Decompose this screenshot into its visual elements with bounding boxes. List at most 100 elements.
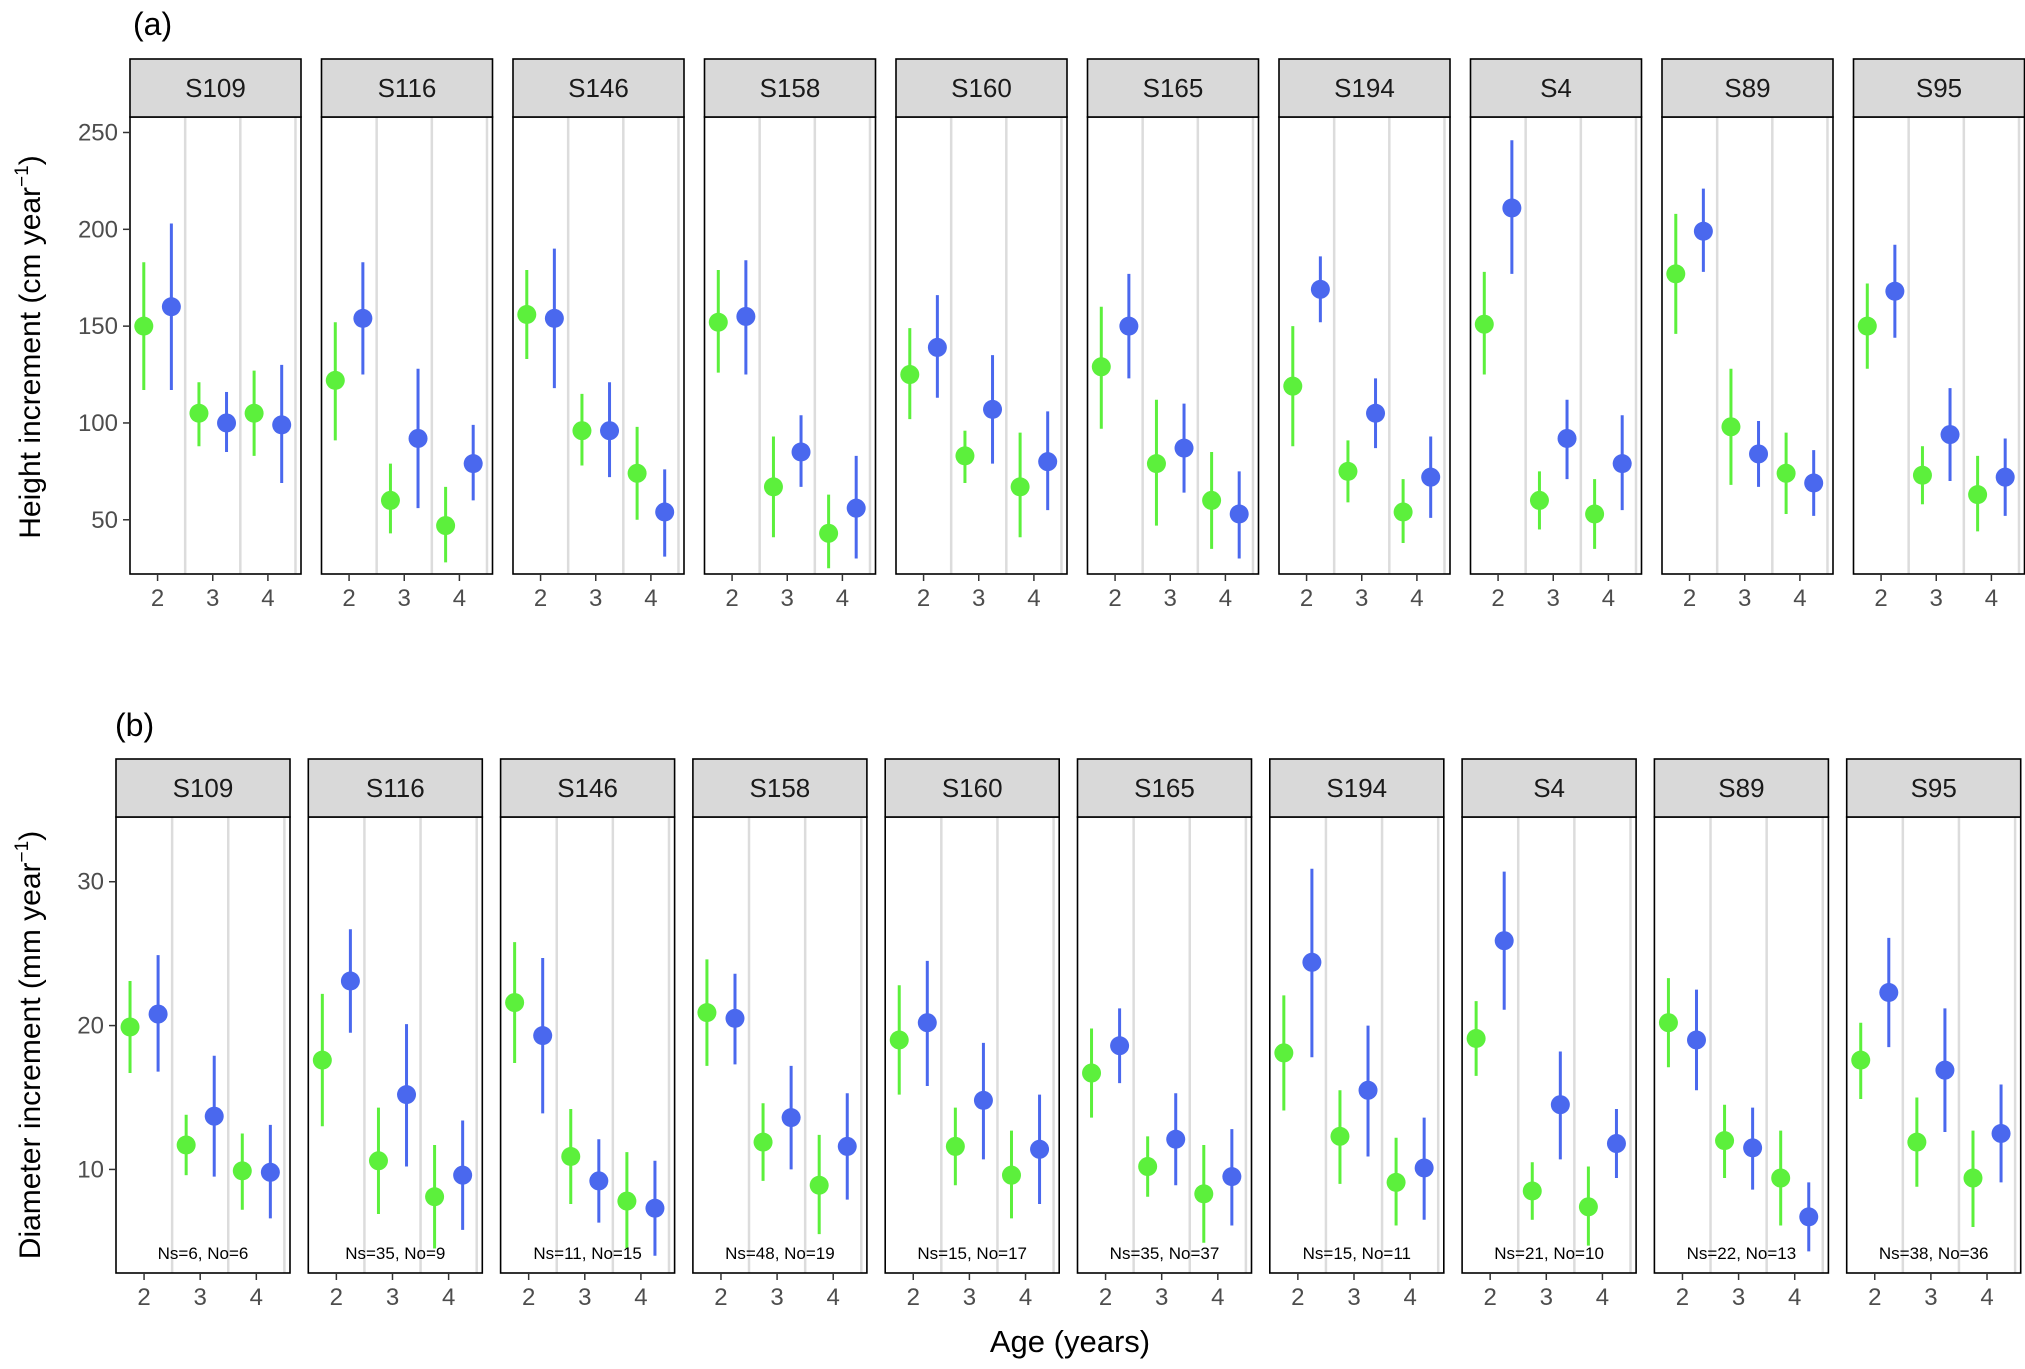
- facet-s4: S4 2 3 4 Ns=21, No=10: [1461, 758, 1637, 1311]
- facet-background: [321, 117, 493, 574]
- point-green: [325, 370, 345, 390]
- facet-strip-label: S165: [1143, 73, 1204, 103]
- x-tick-label: 3: [1155, 1284, 1168, 1311]
- facet-strip-label: S89: [1724, 73, 1770, 103]
- point-blue: [1804, 473, 1824, 493]
- point-green: [697, 1003, 717, 1023]
- facet-strip: [499, 758, 676, 818]
- point-blue: [1119, 316, 1139, 336]
- x-tick-label: 3: [194, 1284, 207, 1311]
- point-blue: [1166, 1129, 1186, 1149]
- x-tick-label: 3: [1732, 1284, 1745, 1311]
- point-green: [1715, 1131, 1735, 1151]
- point-blue: [983, 399, 1003, 419]
- point-green: [505, 993, 525, 1013]
- x-tick-label: 2: [1868, 1284, 1881, 1311]
- facet-strip-label: S116: [378, 73, 437, 103]
- facet-strip-label: S146: [568, 73, 629, 103]
- sample-size-annotation: Ns=35, No=37: [1110, 1244, 1220, 1263]
- facet-background: [1662, 117, 1833, 574]
- x-tick-label: 3: [1738, 585, 1751, 612]
- point-green: [1857, 316, 1877, 336]
- point-green: [244, 403, 264, 423]
- point-blue: [1358, 1080, 1378, 1100]
- facet-s95: S95 2 3 4 Ns=38, No=36: [1845, 758, 2022, 1311]
- point-blue: [1612, 454, 1632, 474]
- facet-strip-label: S95: [1916, 73, 1962, 103]
- point-green: [425, 1187, 445, 1207]
- point-blue: [1935, 1060, 1955, 1080]
- x-tick-label: 3: [1930, 585, 1943, 612]
- facet-strip-label: S109: [185, 73, 246, 103]
- facet-strip: [307, 758, 484, 818]
- x-tick-label: 2: [907, 1284, 920, 1311]
- x-tick-label: 2: [1676, 1284, 1689, 1311]
- x-tick-label: 4: [1410, 585, 1423, 612]
- x-tick-label: 2: [1099, 1284, 1112, 1311]
- x-tick-label: 2: [534, 585, 547, 612]
- point-green: [561, 1146, 581, 1166]
- point-blue: [1799, 1207, 1819, 1227]
- x-tick-label: 4: [644, 585, 657, 612]
- point-green: [1283, 376, 1303, 396]
- x-tick-label: 4: [1219, 585, 1232, 612]
- facet-strip-label: S158: [760, 73, 821, 103]
- facet-background: [500, 817, 675, 1273]
- sample-size-annotation: Ns=6, No=6: [158, 1244, 249, 1263]
- point-green: [763, 477, 783, 497]
- facet-strip: [884, 758, 1061, 818]
- point-blue: [837, 1136, 857, 1156]
- facet-strip-label: S4: [1533, 773, 1565, 803]
- point-blue: [645, 1198, 665, 1218]
- point-blue: [1302, 952, 1322, 972]
- point-blue: [204, 1106, 224, 1126]
- facet-s160: S160 2 3 4 Ns=15, No=17: [884, 758, 1061, 1311]
- facet-strip: [1469, 58, 1643, 118]
- point-green: [1010, 477, 1030, 497]
- x-tick-label: 2: [1874, 585, 1887, 612]
- facet-s194: S194 2 3 4: [1278, 58, 1451, 612]
- facet-background: [704, 117, 876, 574]
- facet-strip-label: S194: [1334, 73, 1395, 103]
- point-blue: [1606, 1134, 1626, 1154]
- point-blue: [272, 415, 292, 435]
- facet-strip: [1269, 758, 1445, 818]
- facet-s89: S89 2 3 4 Ns=22, No=13: [1653, 758, 1830, 1311]
- facet-strip-label: S4: [1540, 73, 1572, 103]
- y-tick-label: 100: [78, 410, 118, 437]
- facet-strip: [1852, 58, 2025, 118]
- point-green: [1578, 1197, 1598, 1217]
- sample-size-annotation: Ns=15, No=17: [917, 1244, 1027, 1263]
- point-green: [1146, 454, 1166, 474]
- facet-s4: S4 2 3 4: [1469, 58, 1643, 612]
- sample-size-annotation: Ns=15, No=11: [1303, 1244, 1411, 1263]
- y-tick-label: 10: [77, 1156, 104, 1183]
- point-green: [1721, 417, 1741, 437]
- point-blue: [1686, 1030, 1706, 1050]
- x-tick-label: 4: [1793, 585, 1806, 612]
- facet-strip: [1661, 58, 1834, 118]
- point-green: [1393, 502, 1413, 522]
- sample-size-annotation: Ns=38, No=36: [1879, 1244, 1989, 1263]
- x-tick-label: 2: [1683, 585, 1696, 612]
- x-tick-label: 2: [342, 585, 355, 612]
- x-tick-label: 3: [1540, 1284, 1553, 1311]
- x-tick-label: 2: [1491, 585, 1504, 612]
- point-blue: [1557, 428, 1577, 448]
- facet-s95: S95 2 3 4: [1852, 58, 2025, 612]
- y-tick-label: 200: [78, 216, 118, 243]
- point-green: [1585, 504, 1605, 524]
- x-tick-label: 2: [917, 585, 930, 612]
- point-green: [1330, 1126, 1350, 1146]
- x-tick-label: 3: [398, 585, 411, 612]
- facet-background: [308, 817, 483, 1273]
- point-green: [708, 312, 728, 332]
- point-green: [1338, 461, 1358, 481]
- point-blue: [600, 421, 620, 441]
- x-tick-label: 4: [1980, 1284, 1993, 1311]
- facet-strip: [1845, 758, 2022, 818]
- point-blue: [1038, 452, 1058, 472]
